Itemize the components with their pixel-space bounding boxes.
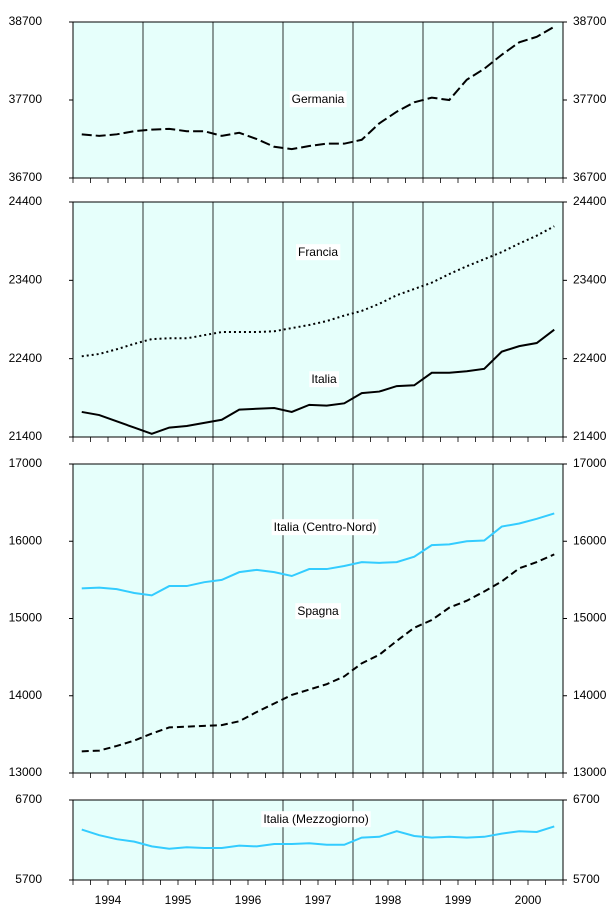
y-tick-label: 37700: [9, 92, 43, 106]
plot-area: [73, 202, 563, 437]
y2-tick-label: 38700: [573, 14, 607, 28]
y2-tick-label: 21400: [573, 429, 607, 443]
series-line: [81, 553, 555, 753]
y-tick-label: 14000: [9, 688, 43, 702]
x-tick-label: 2000: [515, 893, 542, 907]
series-line: [81, 225, 555, 358]
series-label: Italia (Mezzogiorno): [263, 812, 368, 826]
y-tick-label: 17000: [9, 456, 43, 470]
plot-frame: [72, 201, 564, 438]
series-label: Spagna: [297, 604, 339, 618]
y-tick-label: 22400: [9, 351, 43, 365]
y-tick-label: 21400: [9, 429, 43, 443]
x-tick-label: 1995: [165, 893, 192, 907]
y-tick-label: 13000: [9, 765, 43, 779]
y-tick-label: 24400: [9, 194, 43, 208]
series-label: Italia (Centro-Nord): [274, 520, 377, 534]
series-label: Italia: [311, 372, 337, 386]
label-background: [295, 244, 341, 261]
series-line: [81, 825, 555, 850]
plot-frame: [72, 21, 564, 179]
label-background: [261, 811, 371, 828]
x-tick-label: 1997: [305, 893, 332, 907]
y2-tick-label: 13000: [573, 765, 607, 779]
y-tick-label: 36700: [9, 170, 43, 184]
y2-tick-label: 22400: [573, 351, 607, 365]
series-line: [81, 512, 555, 597]
series-label: Germania: [292, 92, 345, 106]
y-tick-label: 38700: [9, 14, 43, 28]
y2-tick-label: 14000: [573, 688, 607, 702]
y2-tick-label: 6700: [573, 792, 600, 806]
y2-tick-label: 37700: [573, 92, 607, 106]
x-tick-label: 1994: [95, 893, 122, 907]
label-background: [271, 519, 379, 536]
x-tick-label: 1999: [445, 893, 472, 907]
x-tick-label: 1998: [375, 893, 402, 907]
y2-tick-label: 5700: [573, 872, 600, 886]
x-tick-label: 1996: [235, 893, 262, 907]
y2-tick-label: 16000: [573, 533, 607, 547]
y-tick-label: 5700: [15, 872, 42, 886]
y-tick-label: 23400: [9, 273, 43, 287]
y2-tick-label: 24400: [573, 194, 607, 208]
series-label: Francia: [298, 245, 338, 259]
y-tick-label: 15000: [9, 611, 43, 625]
label-background: [309, 371, 339, 388]
label-background: [289, 91, 347, 108]
label-background: [295, 603, 342, 620]
series-line: [81, 328, 555, 435]
plot-frame: [72, 463, 564, 774]
y2-tick-label: 36700: [573, 170, 607, 184]
y-tick-label: 16000: [9, 533, 43, 547]
y2-tick-label: 23400: [573, 273, 607, 287]
y-tick-label: 6700: [15, 792, 42, 806]
plot-frame: [72, 799, 564, 881]
y2-tick-label: 17000: [573, 456, 607, 470]
series-line: [81, 25, 555, 151]
y2-tick-label: 15000: [573, 611, 607, 625]
